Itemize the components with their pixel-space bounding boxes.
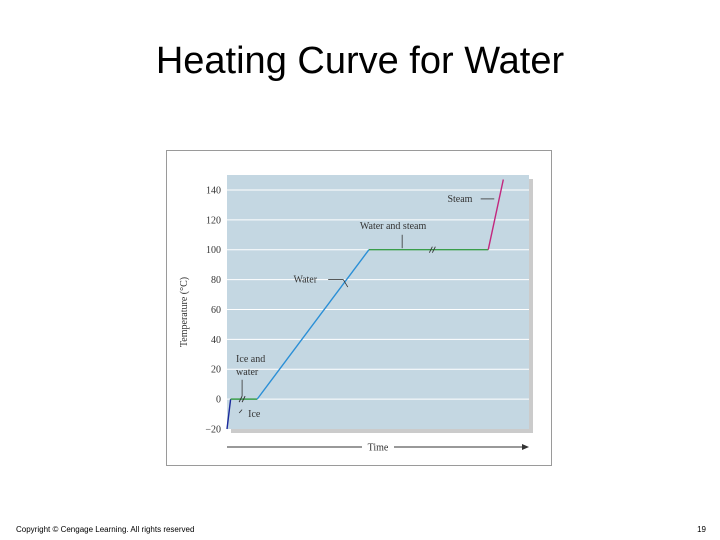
leader-line — [342, 279, 349, 288]
annotation-label: Ice and — [236, 354, 265, 365]
y-tick-label: 20 — [211, 365, 221, 376]
axis-break-mark — [431, 246, 436, 253]
annotation-label: water — [236, 367, 259, 378]
x-axis-label: Time — [368, 443, 389, 454]
y-tick-label: 120 — [206, 215, 221, 226]
annotation-label: Ice — [248, 409, 261, 420]
x-axis-arrowhead — [522, 444, 529, 450]
leader-line — [238, 409, 243, 414]
y-tick-label: 0 — [216, 395, 221, 406]
y-tick-label: −20 — [205, 425, 221, 436]
page-number: 19 — [697, 525, 706, 534]
annotation-label: Steam — [447, 194, 472, 205]
copyright-notice: Copyright © Cengage Learning. All rights… — [16, 525, 195, 534]
heating-curve-chart: −20 0 20 40 60 80 100 120 140 Temperature (°C) Tim… — [179, 175, 533, 454]
axis-break-mark — [238, 395, 243, 403]
axis-break-mark — [428, 246, 433, 253]
annotation-label: Water and steam — [360, 221, 427, 232]
figure-frame: −20 0 20 40 60 80 100 120 140 Temperature (°C) Tim… — [166, 150, 552, 466]
y-tick-label: 140 — [206, 185, 221, 196]
axis-break-mark — [241, 395, 246, 403]
plot-background — [227, 175, 529, 429]
y-tick-label: 60 — [211, 305, 221, 316]
y-tick-label: 100 — [206, 245, 221, 256]
series-line — [256, 249, 370, 400]
y-tick-label: 80 — [211, 275, 221, 286]
series-line — [226, 399, 232, 430]
y-tick-label: 40 — [211, 335, 221, 346]
slide-title: Heating Curve for Water — [155, 40, 565, 82]
y-axis-label: Temperature (°C) — [179, 277, 190, 347]
annotation-label: Water — [293, 275, 317, 286]
series-line — [487, 179, 505, 250]
